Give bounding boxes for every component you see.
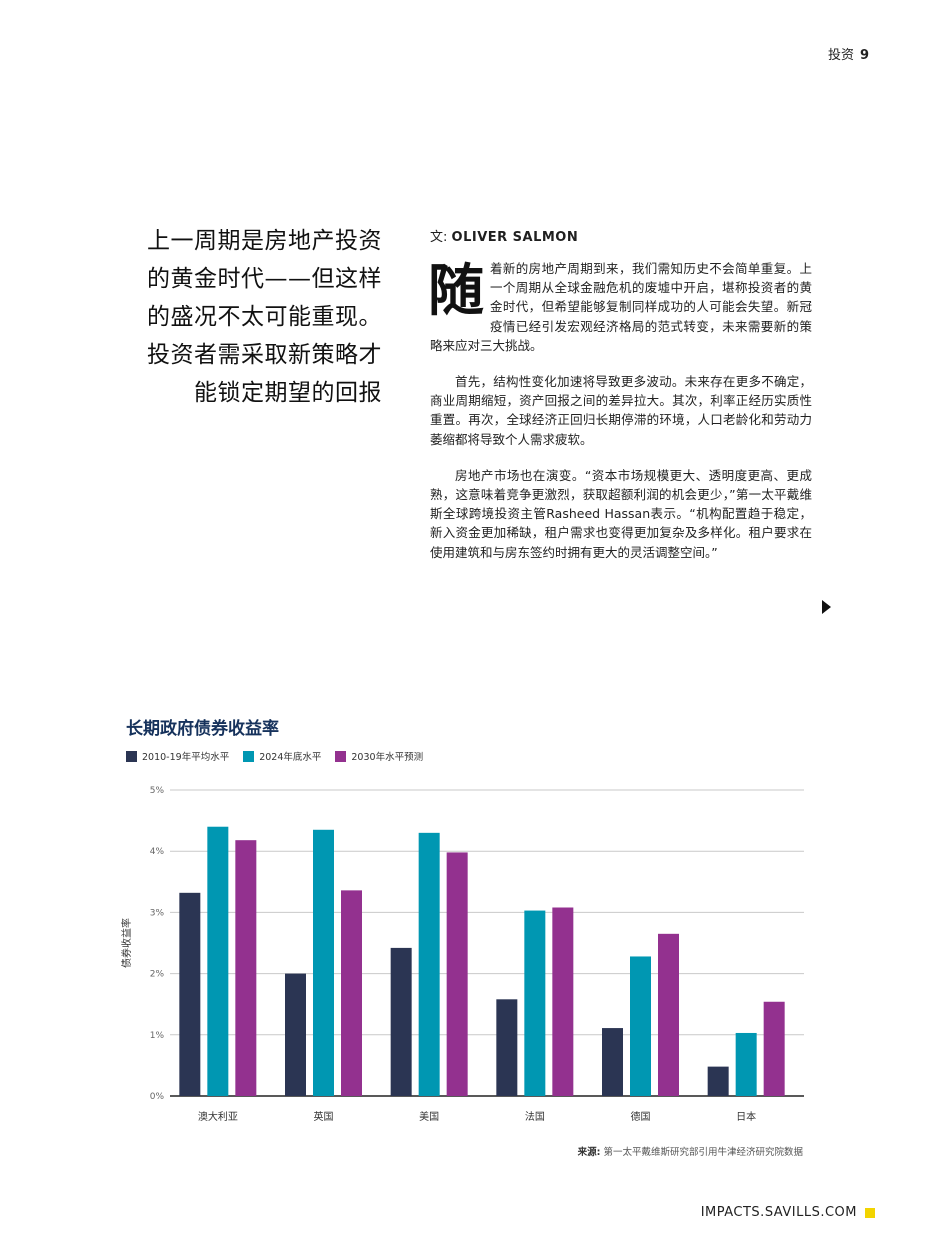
pull-quote-line: 能锁定期望的回报 <box>194 380 382 406</box>
bar <box>341 890 362 1096</box>
bar <box>496 999 518 1096</box>
x-tick-label: 澳大利亚 <box>198 1110 238 1123</box>
chart-legend: 2010-19年平均水平 2024年底水平 2030年水平预测 <box>126 749 423 763</box>
page-header: 投资 9 <box>828 44 869 63</box>
paragraph-text: 着新的房地产周期到来，我们需知历史不会简单重复。上一个周期从全球金融危机的废墟中… <box>430 261 812 353</box>
legend-label: 2010-19年平均水平 <box>142 752 230 763</box>
legend-swatch <box>335 750 347 762</box>
y-tick-label: 1% <box>150 1031 165 1041</box>
article-paragraph: 房地产市场也在演变。“资本市场规模更大、透明度更高、更成熟，这意味着竞争更激烈，… <box>430 467 812 560</box>
bar <box>763 1001 785 1096</box>
dropcap: 随 <box>428 259 484 324</box>
pull-quote-line: 投资者需采取新策略才 <box>147 342 382 368</box>
x-tick-label: 美国 <box>419 1110 439 1123</box>
author-name: OLIVER SALMON <box>451 230 579 245</box>
article-body: 文: OLIVER SALMON 随着新的房地产周期到来，我们需知历史不会简单重… <box>428 226 812 579</box>
pull-quote-line: 的黄金时代——但这样 <box>147 266 382 292</box>
article-paragraph: 随着新的房地产周期到来，我们需知历史不会简单重复。上一个周期从全球金融危机的废墟… <box>428 259 812 355</box>
bar <box>630 956 651 1096</box>
legend-label: 2024年底水平 <box>259 752 322 763</box>
bar <box>707 1066 729 1096</box>
x-tick-label: 法国 <box>525 1110 545 1123</box>
continue-arrow-icon <box>822 600 831 614</box>
y-tick-label: 0% <box>150 1092 165 1102</box>
byline-prefix: 文: <box>430 230 452 245</box>
x-tick-label: 德国 <box>631 1110 651 1123</box>
legend-swatch <box>243 750 255 762</box>
bar <box>285 973 306 1096</box>
bar <box>179 892 201 1096</box>
section-label: 投资 <box>827 48 854 63</box>
brand-square-icon <box>865 1207 875 1218</box>
legend-item: 2010-19年平均水平 <box>126 749 229 763</box>
bar <box>390 947 412 1096</box>
source-text: 第一太平戴维斯研究部引用牛津经济研究院数据 <box>600 1147 803 1158</box>
byline: 文: OLIVER SALMON <box>430 226 812 245</box>
pull-quote: 上一周期是房地产投资 的黄金时代——但这样 的盛况不太可能重现。 投资者需采取新… <box>100 222 382 412</box>
bar <box>735 1032 757 1096</box>
bar <box>552 907 574 1096</box>
y-tick-label: 4% <box>150 847 165 857</box>
pull-quote-line: 的盛况不太可能重现。 <box>147 304 382 330</box>
legend-item: 2030年水平预测 <box>335 749 423 763</box>
y-tick-label: 3% <box>150 908 165 918</box>
footer-site: IMPACTS.SAVILLS.COM <box>700 1205 857 1220</box>
y-tick-label: 5% <box>150 786 165 796</box>
bar <box>313 829 334 1096</box>
bar <box>524 910 546 1096</box>
legend-label: 2030年水平预测 <box>351 752 424 763</box>
bar <box>235 840 257 1096</box>
bar <box>602 1028 623 1096</box>
chart-source: 来源: 第一太平戴维斯研究部引用牛津经济研究院数据 <box>578 1144 803 1158</box>
legend-swatch <box>126 750 137 762</box>
x-tick-label: 英国 <box>314 1110 334 1123</box>
bar <box>418 832 440 1096</box>
source-label: 来源: <box>577 1147 601 1158</box>
bar <box>658 933 679 1096</box>
y-axis-label: 债券收益率 <box>120 918 133 968</box>
page-number: 9 <box>859 48 869 63</box>
legend-item: 2024年底水平 <box>243 749 321 763</box>
bar <box>207 826 229 1096</box>
bar <box>446 852 468 1096</box>
y-tick-label: 2% <box>150 970 165 980</box>
article-paragraph: 首先，结构性变化加速将导致更多波动。未来存在更多不确定，商业周期缩短，资产回报之… <box>430 374 812 447</box>
chart-title: 长期政府债券收益率 <box>126 719 279 739</box>
footer: IMPACTS.SAVILLS.COM <box>701 1205 875 1220</box>
x-tick-label: 日本 <box>736 1110 756 1123</box>
pull-quote-line: 上一周期是房地产投资 <box>147 228 382 254</box>
